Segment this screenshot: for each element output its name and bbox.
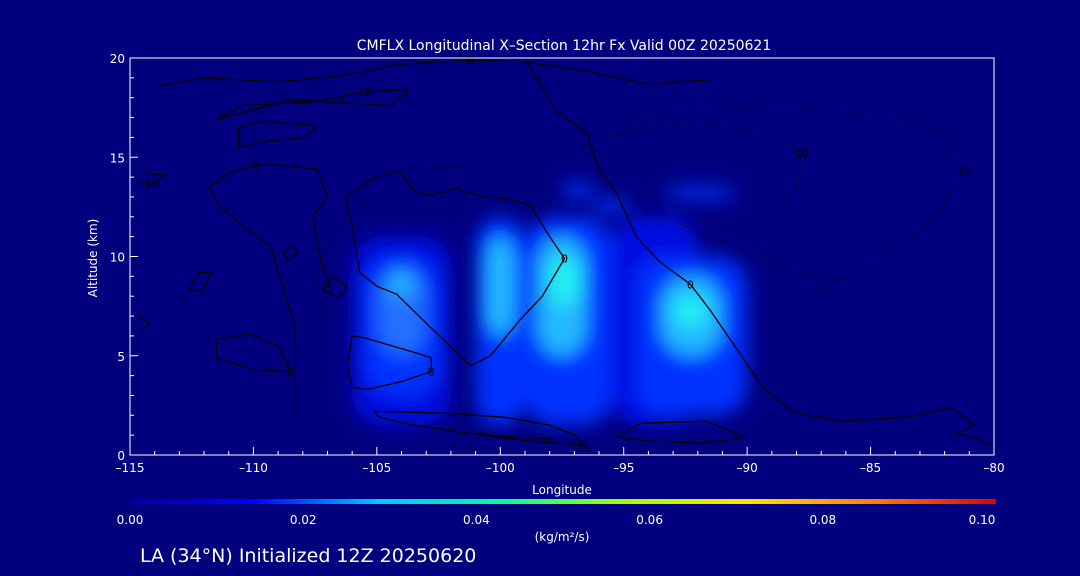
colorbar: 0.00 0.02 0.04 0.06 0.08 0.10 (kg/m²/s) bbox=[117, 499, 996, 544]
heat-cell-2 bbox=[376, 266, 427, 356]
contour-label-4: 0 bbox=[561, 252, 568, 265]
heatmap-field bbox=[352, 183, 748, 426]
heat-cell-13 bbox=[562, 183, 595, 197]
heat-cell-12 bbox=[673, 296, 708, 326]
contour-line-21 bbox=[314, 236, 353, 331]
contour-label-10: 0 bbox=[287, 366, 294, 379]
contour-line-5 bbox=[346, 335, 432, 391]
contour-line-10 bbox=[215, 333, 292, 373]
contour-line-2 bbox=[956, 424, 990, 446]
x-tick-label: –95 bbox=[613, 461, 634, 475]
y-tick-label: 20 bbox=[110, 52, 125, 66]
y-tick-label: 10 bbox=[110, 251, 125, 265]
contour-label-3: 0 bbox=[252, 159, 259, 172]
contour-line-12 bbox=[216, 89, 410, 121]
colorbar-tick-labels: 0.00 0.02 0.04 0.06 0.08 0.10 bbox=[117, 513, 996, 527]
x-tick-label: –80 bbox=[983, 461, 1004, 475]
contour-line-17 bbox=[623, 105, 965, 305]
colorbar-tick-label: 0.02 bbox=[290, 513, 317, 527]
heat-cell-8 bbox=[549, 256, 580, 307]
contour-label-17: 10 bbox=[957, 165, 971, 178]
y-tick-label: 15 bbox=[110, 151, 125, 165]
contour-line-0 bbox=[159, 59, 711, 87]
y-axis: 0 5 10 15 20 bbox=[110, 52, 138, 463]
contour-line-4 bbox=[344, 170, 566, 367]
contour-line-3 bbox=[208, 164, 334, 414]
contour-label-13: 10 bbox=[145, 177, 159, 190]
contour-line-11 bbox=[139, 315, 151, 333]
contour-line-13 bbox=[134, 172, 168, 184]
contour-line-8 bbox=[188, 271, 213, 293]
heat-cell-3 bbox=[389, 272, 414, 297]
colorbar-units: (kg/m²/s) bbox=[535, 530, 590, 544]
contour-line-18 bbox=[603, 123, 802, 218]
contour-label-12: 10 bbox=[358, 86, 372, 99]
contour-line-19 bbox=[677, 222, 834, 279]
colorbar-tick-label: 0.10 bbox=[969, 513, 996, 527]
x-tick-label: –115 bbox=[116, 461, 145, 475]
x-tick-label: –110 bbox=[239, 461, 268, 475]
contour-label-18: 10 bbox=[794, 147, 808, 160]
contour-line-16 bbox=[468, 432, 555, 440]
colorbar-gradient bbox=[130, 499, 996, 504]
contour-label-0: 0 bbox=[467, 54, 474, 67]
colorbar-tick-label: 0.06 bbox=[636, 513, 663, 527]
contour-line-20 bbox=[426, 164, 469, 168]
contour-line-9 bbox=[321, 275, 348, 299]
contour-line-1 bbox=[524, 58, 975, 426]
y-tick-label: 0 bbox=[117, 449, 125, 463]
x-tick-label: –100 bbox=[486, 461, 515, 475]
heat-cell-15 bbox=[665, 187, 735, 199]
contour-line-7 bbox=[282, 246, 299, 262]
chart-title: CMFLX Longitudinal X–Section 12hr Fx Val… bbox=[357, 38, 771, 54]
y-axis-label: Altitude (km) bbox=[86, 219, 100, 298]
footer-caption: LA (34°N) Initialized 12Z 20250620 bbox=[140, 545, 476, 567]
contour-lines bbox=[134, 58, 990, 446]
x-tick-label: –85 bbox=[860, 461, 881, 475]
contour-label-1: 0 bbox=[687, 278, 694, 291]
colorbar-tick-label: 0.00 bbox=[117, 513, 144, 527]
heat-cell-14 bbox=[594, 198, 629, 213]
x-axis: –115 –110 –105 –100 –95 –90 –85 –80 bbox=[116, 447, 1005, 475]
heat-cell-5 bbox=[485, 236, 516, 336]
x-tick-label: –90 bbox=[737, 461, 758, 475]
contour-label-5: 0 bbox=[428, 366, 435, 379]
contour-line-6 bbox=[237, 120, 319, 148]
y-tick-label: 5 bbox=[117, 350, 125, 364]
contour-line-15 bbox=[615, 420, 746, 444]
contour-line-14 bbox=[373, 410, 585, 446]
x-axis-label: Longitude bbox=[532, 483, 592, 497]
contour-labels: 0 0 0 0 0 0 10 10 10 10 10 bbox=[145, 54, 971, 452]
colorbar-tick-label: 0.04 bbox=[463, 513, 490, 527]
x-tick-label: –105 bbox=[362, 461, 391, 475]
colorbar-tick-label: 0.08 bbox=[809, 513, 836, 527]
contour-label-14: 10 bbox=[577, 439, 591, 452]
